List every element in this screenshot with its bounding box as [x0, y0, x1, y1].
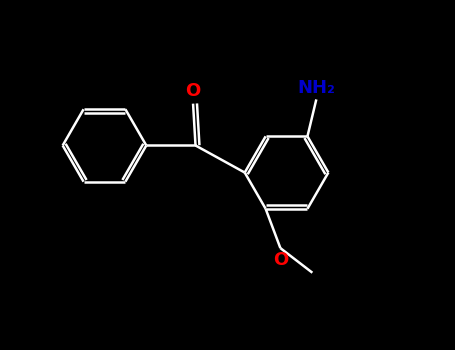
- Text: O: O: [273, 251, 288, 268]
- Text: NH₂: NH₂: [298, 79, 335, 97]
- Text: O: O: [186, 82, 201, 100]
